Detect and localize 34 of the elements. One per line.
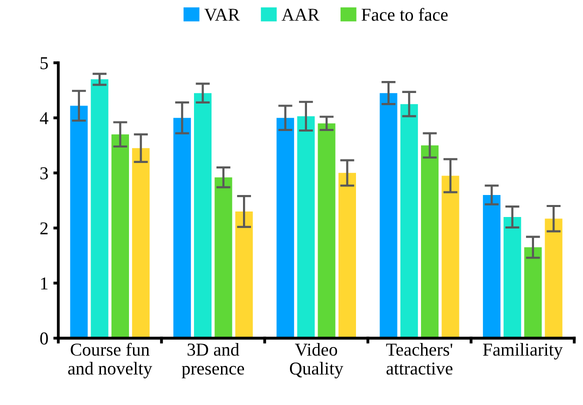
x-tick-label: Teachers' attractive: [386, 343, 452, 375]
bar: [524, 247, 542, 338]
x-tick-label: Familiarity: [483, 343, 563, 360]
bar: [338, 172, 356, 338]
bar: [297, 116, 315, 338]
y-tick-label: 1: [41, 277, 48, 290]
bar: [504, 217, 522, 338]
x-tick-label: Course fun and novelty: [68, 342, 152, 378]
legend-label: Face to face: [362, 8, 448, 21]
bar: [173, 118, 191, 338]
bar: [90, 79, 108, 338]
legend-label: AAR: [282, 8, 320, 21]
bar: [70, 106, 88, 338]
bar: [111, 134, 129, 338]
bar: [235, 211, 253, 338]
x-tick-label: Video Quality: [290, 343, 344, 378]
legend-label: VAR: [204, 8, 240, 21]
bar: [318, 123, 336, 338]
bar: [442, 176, 460, 338]
bar: [194, 93, 212, 338]
bar: [132, 148, 150, 338]
bar: [214, 177, 232, 338]
y-tick-label: 5: [40, 57, 48, 70]
y-tick-label: 3: [40, 167, 48, 180]
bar: [482, 194, 500, 338]
bar: [380, 93, 398, 338]
y-tick-label: 0: [40, 332, 48, 345]
bar: [400, 104, 418, 338]
y-tick-label: 4: [40, 112, 48, 124]
y-tick-label: 2: [40, 222, 48, 234]
bar: [421, 145, 439, 338]
x-tick-label: 3D and presence: [182, 343, 244, 378]
bar: [276, 118, 294, 338]
bar: [544, 218, 562, 338]
